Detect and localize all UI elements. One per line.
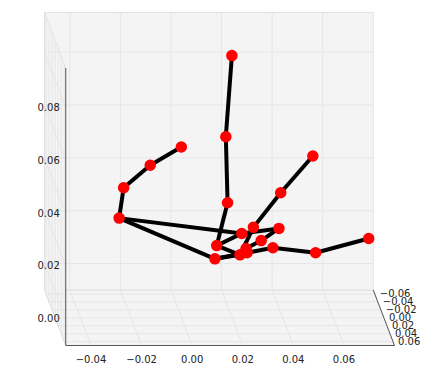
svg-text:0.06: 0.06 bbox=[398, 336, 420, 347]
svg-text:−0.02: −0.02 bbox=[126, 354, 157, 365]
svg-text:0.02: 0.02 bbox=[391, 319, 415, 331]
svg-text:0.00: 0.00 bbox=[181, 354, 203, 365]
svg-text:0.00: 0.00 bbox=[388, 312, 412, 323]
svg-text:−0.04: −0.04 bbox=[382, 296, 414, 308]
svg-text:0.02: 0.02 bbox=[232, 354, 254, 365]
svg-text:0.04: 0.04 bbox=[282, 354, 304, 365]
svg-text:0.06: 0.06 bbox=[333, 354, 355, 365]
svg-text:−0.04: −0.04 bbox=[76, 354, 107, 365]
svg-text:0.06: 0.06 bbox=[37, 155, 59, 166]
svg-text:0.00: 0.00 bbox=[37, 313, 59, 324]
svg-text:−0.02: −0.02 bbox=[385, 304, 417, 315]
svg-text:−0.06: −0.06 bbox=[379, 288, 411, 300]
svg-text:0.04: 0.04 bbox=[394, 327, 418, 339]
svg-text:0.08: 0.08 bbox=[37, 102, 59, 113]
svg-text:0.04: 0.04 bbox=[37, 208, 59, 219]
svg-text:0.02: 0.02 bbox=[37, 260, 59, 271]
